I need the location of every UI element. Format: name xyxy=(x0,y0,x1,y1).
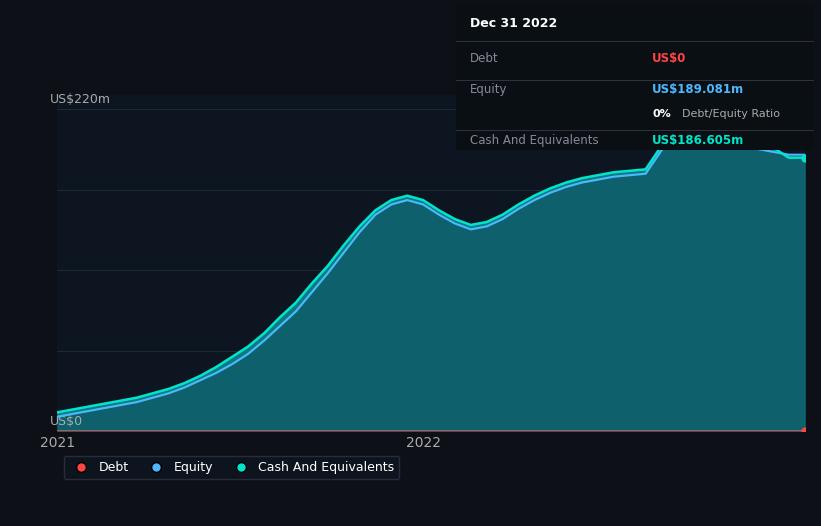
Text: Debt/Equity Ratio: Debt/Equity Ratio xyxy=(682,109,781,119)
Text: Dec 31 2022: Dec 31 2022 xyxy=(470,17,557,30)
Text: US$220m: US$220m xyxy=(49,94,111,106)
Text: US$0: US$0 xyxy=(652,52,686,65)
Text: Debt: Debt xyxy=(470,52,498,65)
Text: 0%: 0% xyxy=(652,109,671,119)
Legend: Debt, Equity, Cash And Equivalents: Debt, Equity, Cash And Equivalents xyxy=(64,456,400,479)
Text: Cash And Equivalents: Cash And Equivalents xyxy=(470,134,599,147)
Text: US$189.081m: US$189.081m xyxy=(652,83,744,96)
Text: US$0: US$0 xyxy=(49,416,83,428)
Text: Equity: Equity xyxy=(470,83,507,96)
Text: US$186.605m: US$186.605m xyxy=(652,134,745,147)
